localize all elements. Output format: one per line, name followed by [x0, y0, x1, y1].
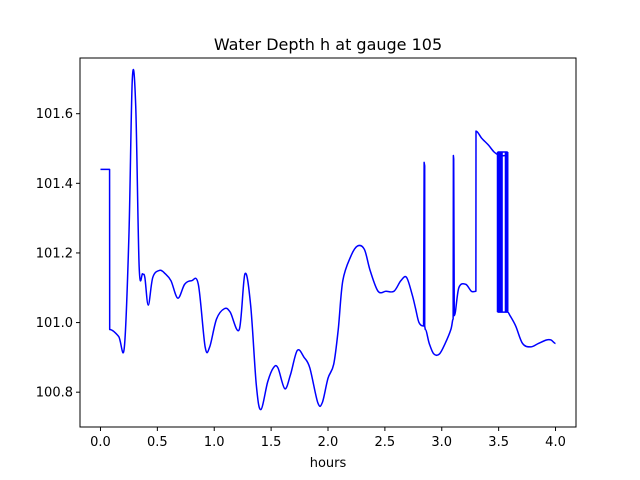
x-tick-label: 1.5 [261, 435, 282, 450]
x-tick-label: 3.0 [431, 435, 452, 450]
series-line [100, 68, 556, 411]
chart-title: Water Depth h at gauge 105 [214, 35, 442, 54]
y-tick-label: 100.8 [36, 386, 73, 401]
x-tick-label: 0.0 [90, 435, 111, 450]
x-axis: 0.0 0.5 1.0 1.5 2.0 2.5 3.0 3.5 4.0 [90, 427, 566, 450]
plot-frame [79, 57, 577, 428]
plot-area [100, 68, 556, 411]
y-tick-label: 101.4 [36, 177, 73, 192]
x-tick-label: 3.5 [488, 435, 509, 450]
series-oscillation-spikes [496, 151, 509, 313]
y-tick-label: 101.6 [36, 107, 73, 122]
y-tick-label: 101.0 [36, 316, 73, 331]
x-tick-label: 2.5 [375, 435, 396, 450]
x-tick-label: 4.0 [545, 435, 566, 450]
y-axis: 100.8 101.0 101.2 101.4 101.6 [36, 107, 80, 401]
x-tick-label: 0.5 [147, 435, 168, 450]
x-tick-label: 1.0 [204, 435, 225, 450]
x-axis-label: hours [310, 456, 347, 471]
y-tick-label: 101.2 [36, 246, 73, 261]
x-tick-label: 2.0 [318, 435, 339, 450]
